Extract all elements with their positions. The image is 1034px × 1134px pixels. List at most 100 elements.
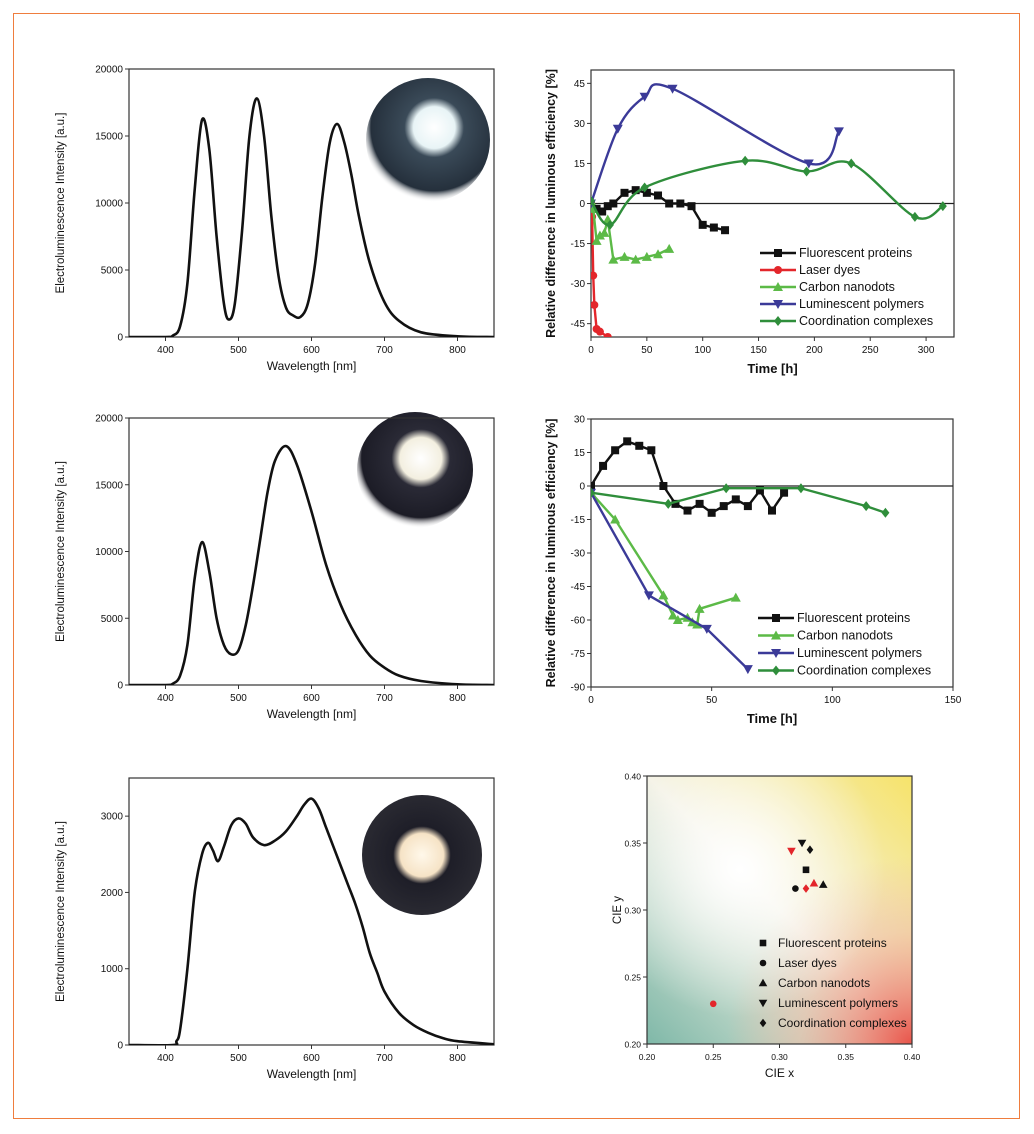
chart-spectrum-1: 400 500 600 700 800 0 5000 10000 15000 20000 Wavel… [55,65,495,373]
data-point [667,84,678,94]
series-line-luminescent-polymers [591,83,841,204]
series-line-spectrum [129,97,494,337]
series-line-coordination-complexes [591,159,944,227]
x-tick-label: 400 [157,693,174,704]
x-tick-label: 100 [824,695,841,706]
data-point [639,92,650,102]
legend-item: Luminescent polymers [758,646,922,660]
y-tick-label: -90 [571,683,586,694]
x-tick-label: 300 [918,345,935,356]
legend-item: Luminescent polymers [760,297,924,311]
data-point [741,155,750,166]
y-tick-label: 15 [574,159,586,170]
data-point [591,195,595,206]
data-point [641,251,652,261]
legend-marker [759,939,767,947]
y-tick-label: 20000 [95,65,123,76]
x-tick-label: 600 [303,1053,320,1064]
data-point [664,243,675,253]
data-point [591,271,598,280]
legend-item: Fluorescent proteins [760,246,912,260]
legend-marker [759,1018,767,1028]
x-tick-label: 150 [750,345,767,356]
data-point [743,502,752,511]
data-point [796,483,805,494]
x-tick-label: 800 [449,693,466,704]
plot-area [709,839,828,1008]
data-point [709,1000,717,1008]
y-tick-label: 0.35 [624,839,641,849]
legend-marker [772,614,780,622]
data-point [591,482,595,490]
data-point [609,199,618,208]
legend-marker [759,959,767,967]
chart-cie-diagram: 0.20 0.25 0.30 0.35 0.40 0.20 0.25 0.30 0.35 0.40… [612,772,921,1081]
data-point [742,665,753,675]
legend-item: Coordination complexes [759,1016,907,1030]
data-point [599,227,610,237]
data-point [608,254,619,264]
y-tick-label: 30 [574,119,586,130]
data-point [603,202,612,211]
data-point [623,437,632,446]
data-point [802,884,810,893]
legend-marker [771,649,781,658]
x-tick-label: 0.35 [837,1052,854,1062]
legend-marker [771,630,781,640]
plot-area [591,437,890,675]
x-tick-label: 400 [157,345,174,356]
y-tick-label: 0 [117,1041,123,1052]
y-tick-label: -30 [571,279,586,290]
series-line-spectrum [129,444,494,685]
chart-stability-1: 0 50 100 150 200 250 300 -45 -30 -15 0 15 30 45 Time [… [544,69,955,376]
legend-item: Coordination complexes [758,664,931,678]
y-tick-label: 10000 [95,547,123,558]
data-point [611,446,620,455]
series-line-luminescent-polymers [591,492,749,670]
x-tick-label: 600 [303,345,320,356]
data-point [698,220,707,229]
x-tick-label: 0 [588,695,594,706]
y-axis-title: Relative difference in luminous efficien… [544,419,558,688]
y-axis-title: Electroluminescence Intensity [a.u.] [55,461,67,642]
data-point [592,204,601,213]
legend-item: Carbon nanodots [758,629,893,643]
chart-spectrum-2: 400 500 600 700 800 0 5000 10000 15000 20000 Wavel… [55,412,495,721]
y-tick-label: 15 [574,448,586,459]
legend-label: Laser dyes [799,263,860,277]
x-axis-title: Time [h] [747,361,797,376]
x-tick-label: 0.30 [771,1052,788,1062]
x-axis-title: Wavelength [nm] [267,359,357,373]
data-point [643,591,654,601]
x-tick-label: 200 [806,345,823,356]
x-tick-label: 50 [641,345,653,356]
y-tick-label: 0.30 [624,906,641,916]
x-tick-label: 800 [449,1053,466,1064]
legend-label: Carbon nanodots [799,280,895,294]
data-point [780,488,789,497]
x-tick-label: 150 [945,695,962,706]
y-axis-title: Electroluminescence Intensity [a.u.] [55,113,67,294]
series-line-coordination-complexes [591,487,886,514]
x-tick-label: 0.25 [705,1052,722,1062]
data-point [658,590,669,600]
legend-label: Laser dyes [778,956,837,970]
data-point [818,880,828,888]
x-tick-label: 0.40 [904,1052,921,1062]
series-line-carbon-nanodots [591,491,737,626]
data-point [806,845,814,854]
chart-spectrum-3: 400 500 600 700 800 0 1000 2000 3000 Wavelength [… [55,777,495,1081]
data-point [683,506,692,515]
y-axis-title: CIE y [612,896,624,924]
data-point [647,446,656,455]
data-point [653,249,664,259]
legend-item: Coordination complexes [760,314,933,328]
y-tick-label: 1000 [101,964,124,975]
data-point [676,199,685,208]
legend-item: Fluorescent proteins [758,611,910,625]
y-tick-label: 0 [579,199,585,210]
y-tick-label: 15000 [95,132,123,143]
y-axis-title: Relative difference in luminous efficien… [544,69,558,338]
y-tick-label: -15 [571,515,586,526]
data-point [630,254,641,264]
